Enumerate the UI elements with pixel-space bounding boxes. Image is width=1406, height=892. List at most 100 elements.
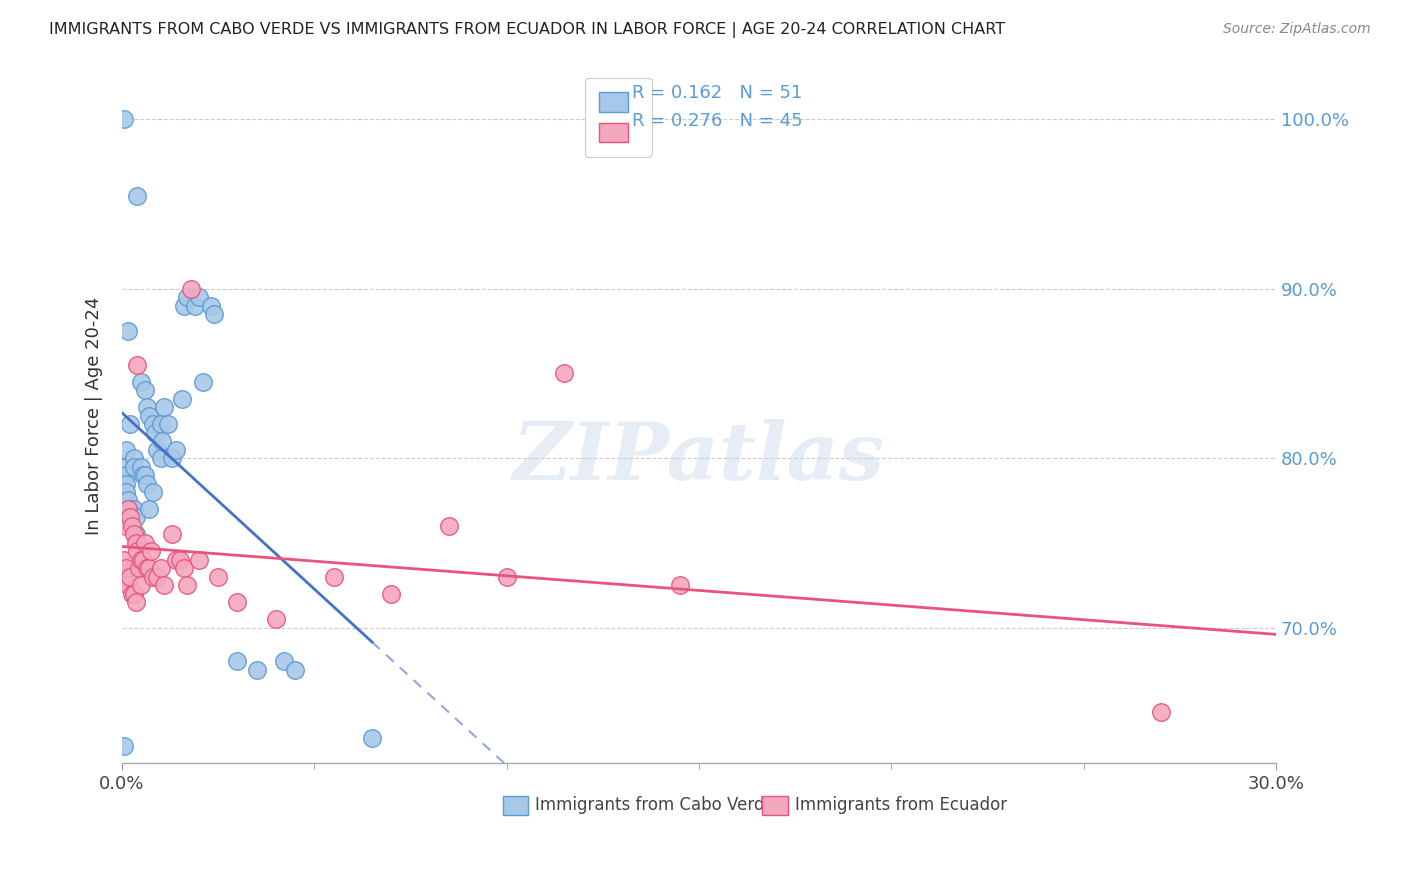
- Point: [115, 468, 138, 483]
- Point: [112, 739, 135, 753]
- Text: Immigrants from Cabo Verde: Immigrants from Cabo Verde: [536, 796, 775, 814]
- Point: [145, 442, 167, 457]
- Point: [207, 570, 229, 584]
- Point: [153, 578, 176, 592]
- Point: [1149, 705, 1171, 719]
- Point: [173, 299, 195, 313]
- Point: [361, 731, 384, 745]
- Point: [138, 561, 160, 575]
- Point: [115, 561, 138, 575]
- Point: [122, 459, 145, 474]
- Point: [115, 476, 138, 491]
- Point: [176, 290, 198, 304]
- Text: R = 0.162   N = 51: R = 0.162 N = 51: [633, 85, 803, 103]
- Point: [142, 485, 165, 500]
- Y-axis label: In Labor Force | Age 20-24: In Labor Force | Age 20-24: [86, 297, 103, 535]
- Point: [115, 485, 138, 500]
- FancyBboxPatch shape: [762, 796, 787, 815]
- Point: [118, 570, 141, 584]
- Point: [284, 663, 307, 677]
- Point: [226, 654, 249, 668]
- Point: [122, 587, 145, 601]
- Point: [169, 553, 191, 567]
- Point: [176, 578, 198, 592]
- Point: [188, 290, 211, 304]
- Point: [157, 417, 180, 432]
- Point: [264, 612, 287, 626]
- Point: [149, 417, 172, 432]
- Point: [129, 553, 152, 567]
- Point: [121, 519, 143, 533]
- Text: IMMIGRANTS FROM CABO VERDE VS IMMIGRANTS FROM ECUADOR IN LABOR FORCE | AGE 20-24: IMMIGRANTS FROM CABO VERDE VS IMMIGRANTS…: [49, 22, 1005, 38]
- Text: ZIPatlas: ZIPatlas: [513, 418, 884, 496]
- Point: [145, 570, 167, 584]
- Point: [246, 663, 269, 677]
- Point: [165, 442, 187, 457]
- Point: [170, 392, 193, 406]
- FancyBboxPatch shape: [503, 796, 529, 815]
- Point: [112, 112, 135, 127]
- Point: [200, 299, 222, 313]
- Point: [134, 536, 156, 550]
- Point: [122, 502, 145, 516]
- Point: [153, 401, 176, 415]
- Point: [115, 519, 138, 533]
- Point: [380, 587, 402, 601]
- Point: [115, 459, 138, 474]
- Point: [553, 367, 575, 381]
- Point: [129, 459, 152, 474]
- Point: [122, 451, 145, 466]
- Point: [118, 417, 141, 432]
- Point: [115, 442, 138, 457]
- Point: [143, 425, 166, 440]
- Point: [117, 493, 139, 508]
- Text: Immigrants from Ecuador: Immigrants from Ecuador: [794, 796, 1007, 814]
- Point: [149, 451, 172, 466]
- Point: [226, 595, 249, 609]
- Point: [165, 553, 187, 567]
- Point: [495, 570, 517, 584]
- Point: [173, 561, 195, 575]
- Point: [132, 553, 155, 567]
- Point: [437, 519, 460, 533]
- Legend: , : ,: [585, 78, 651, 157]
- Point: [117, 502, 139, 516]
- Point: [142, 570, 165, 584]
- Point: [127, 358, 149, 372]
- Point: [124, 536, 146, 550]
- Point: [273, 654, 295, 668]
- Point: [152, 434, 174, 449]
- Text: R = 0.276   N = 45: R = 0.276 N = 45: [633, 112, 803, 130]
- Point: [136, 561, 159, 575]
- Point: [124, 527, 146, 541]
- Point: [118, 510, 141, 524]
- Point: [136, 401, 159, 415]
- Point: [134, 384, 156, 398]
- Point: [129, 375, 152, 389]
- Point: [112, 553, 135, 567]
- Point: [132, 468, 155, 483]
- Point: [124, 510, 146, 524]
- Point: [138, 409, 160, 423]
- Text: Source: ZipAtlas.com: Source: ZipAtlas.com: [1223, 22, 1371, 37]
- Point: [136, 476, 159, 491]
- Point: [160, 527, 183, 541]
- Point: [184, 299, 207, 313]
- Point: [139, 544, 162, 558]
- Point: [191, 375, 214, 389]
- Point: [122, 527, 145, 541]
- Point: [202, 307, 225, 321]
- Point: [188, 553, 211, 567]
- Point: [128, 561, 150, 575]
- Point: [138, 502, 160, 516]
- Point: [322, 570, 344, 584]
- Point: [127, 536, 149, 550]
- Point: [117, 324, 139, 338]
- Point: [118, 502, 141, 516]
- Point: [160, 451, 183, 466]
- Point: [142, 417, 165, 432]
- Point: [127, 544, 149, 558]
- Point: [129, 578, 152, 592]
- Point: [124, 595, 146, 609]
- Point: [117, 578, 139, 592]
